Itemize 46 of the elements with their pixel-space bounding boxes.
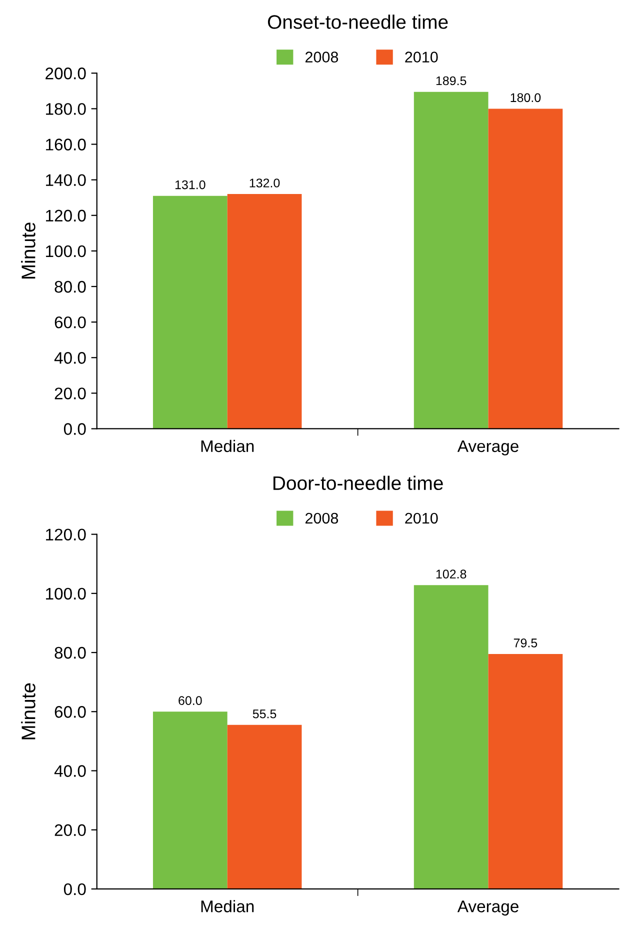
legend-label: 2010 — [405, 52, 438, 62]
legend-label: 2008 — [306, 52, 338, 62]
y-tick-label: 0.0 — [64, 883, 86, 896]
y-tick-label: 100.0 — [46, 588, 86, 600]
data-label: 180.0 — [510, 93, 541, 102]
x-tick-label: Average — [457, 440, 518, 456]
y-tick-label: 60.0 — [54, 316, 86, 328]
chart-title: Door-to-needle time — [273, 476, 443, 490]
bar — [414, 585, 488, 889]
y-tick-label: 80.0 — [54, 646, 86, 659]
y-tick-label: 120.0 — [46, 528, 86, 541]
data-label: 131.0 — [175, 180, 206, 190]
y-tick-label: 160.0 — [46, 138, 86, 150]
x-tick-label: Median — [201, 900, 254, 912]
y-tick-label: 0.0 — [64, 423, 86, 435]
y-tick-label: 20.0 — [54, 388, 86, 400]
y-tick-label: 40.0 — [54, 765, 86, 777]
y-axis-title: Minute — [21, 683, 36, 740]
bar — [488, 108, 563, 429]
data-label: 79.5 — [514, 638, 538, 648]
data-label: 132.0 — [250, 178, 280, 188]
y-axis-title: Minute — [21, 222, 36, 279]
y-tick-label: 40.0 — [54, 352, 86, 364]
bar — [227, 724, 302, 889]
legend-label: 2008 — [306, 512, 338, 524]
y-tick-label: 140.0 — [46, 174, 86, 186]
y-tick-label: 120.0 — [46, 210, 86, 222]
x-tick-label: Median — [201, 440, 254, 452]
data-label: 189.5 — [436, 76, 466, 86]
bar — [152, 712, 228, 889]
y-tick-label: 20.0 — [54, 824, 86, 836]
data-label: 102.8 — [436, 570, 466, 578]
bar — [152, 196, 228, 429]
data-label: 55.5 — [252, 710, 276, 718]
legend-label: 2010 — [405, 512, 438, 524]
y-tick-label: 100.0 — [46, 245, 86, 258]
bar — [414, 92, 488, 429]
x-tick-label: Average — [457, 900, 518, 916]
y-tick-label: 80.0 — [54, 280, 86, 293]
chart-title: Onset-to-needle time — [268, 14, 448, 29]
y-tick-label: 60.0 — [54, 706, 86, 718]
y-tick-label: 180.0 — [46, 103, 86, 115]
bar — [488, 654, 563, 889]
data-label: 60.0 — [178, 696, 202, 705]
y-tick-label: 200.0 — [46, 68, 86, 80]
bar — [227, 194, 302, 429]
